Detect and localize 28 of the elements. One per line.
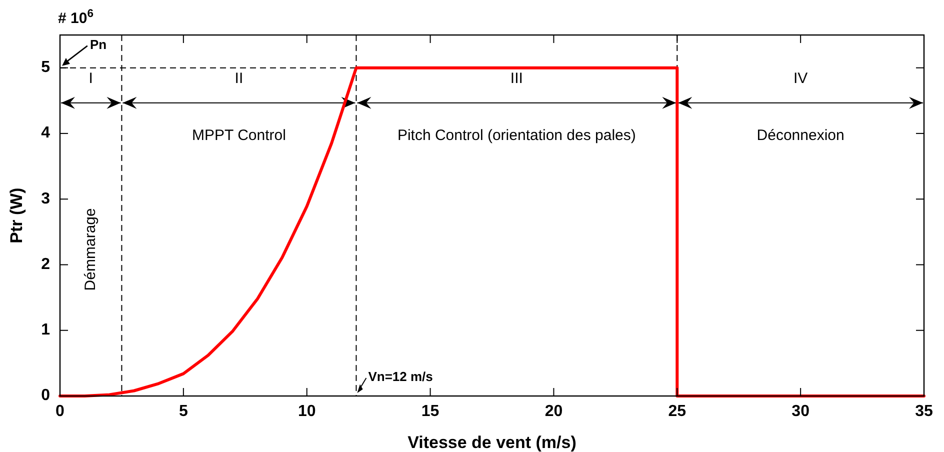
x-tick-label: 30 [792,403,810,420]
y-tick-label: 0 [41,387,50,404]
y-axis-title: Ptr (W) [7,188,26,244]
x-tick-label: 35 [915,403,933,420]
annotation: I [88,70,93,87]
ref-line-label: Vn=12 m/s [368,369,433,384]
y-tick-label: 2 [41,256,50,273]
x-tick-label: 10 [298,403,316,420]
line-series [58,66,926,398]
annotation: Déconnexion [756,126,844,144]
x-tick-label: 25 [668,403,686,420]
annotation: III [510,70,523,87]
x-tick-label: 0 [56,403,65,420]
text: # 10$^{6}$ [58,8,94,27]
y-tick-label: 3 [41,190,50,208]
annotation: Pitch Control (orientation des pales) [397,126,636,144]
annotation: MPPT Control [192,126,286,144]
x-tick-label: 15 [421,403,440,420]
x-tick-label: 20 [544,403,563,420]
annotation: IV [793,70,808,87]
x-axis-title: Vitesse de vent (m/s) [408,433,576,452]
ref-line-label: Pn [90,37,107,52]
y-tick-label: 1 [41,322,50,339]
y-tick-label: 4 [41,124,50,142]
x-tick-label: 5 [178,403,188,420]
annotation: Démmarage [82,208,99,291]
annotation: II [234,70,244,87]
y-tick-label: 5 [41,59,50,76]
